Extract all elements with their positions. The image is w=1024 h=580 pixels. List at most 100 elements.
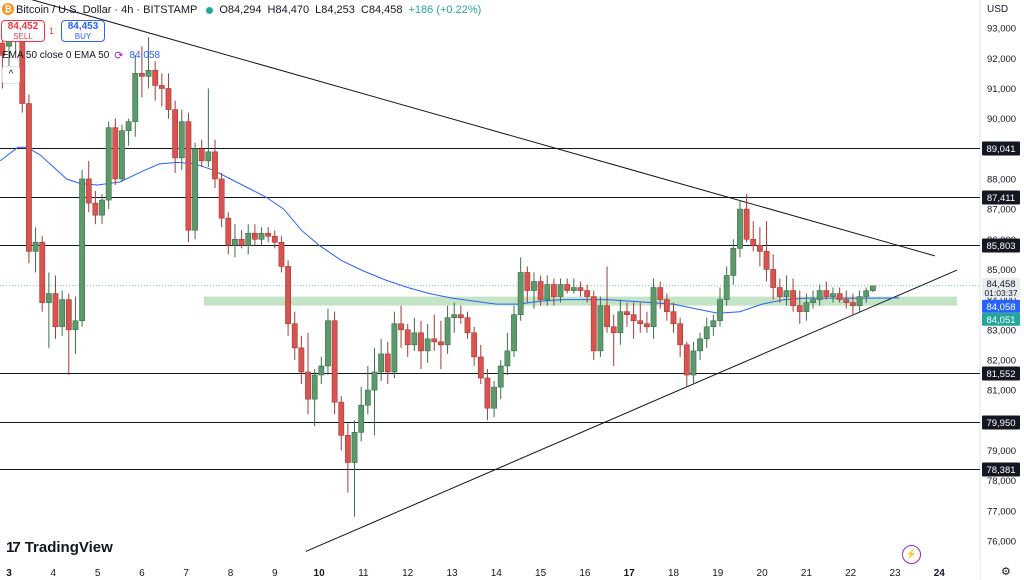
candle-47 [311,368,318,427]
candle-24 [158,73,165,107]
candle-57 [378,338,385,382]
candle-body-106 [703,326,710,340]
candle-body-64 [424,338,431,352]
candle-85 [564,278,571,294]
candle-body-32 [212,151,218,180]
support-zone [203,296,958,306]
candle-75 [497,359,504,400]
y-tick-5: 81,000 [987,386,1016,397]
candle-119 [790,278,797,312]
candle-body-109 [723,275,730,300]
x-tick-1: 4 [51,568,57,579]
level-label-0: 89,041 [986,144,1015,155]
candle-121 [803,293,810,321]
candle-37 [245,224,252,255]
candle-83 [550,278,557,306]
candle-34 [225,212,232,255]
candle-body-100 [663,299,670,312]
candle-body-43 [285,266,291,325]
candle-44 [291,311,298,360]
candle-130 [863,287,870,303]
candle-46 [305,332,311,415]
candle-103 [683,341,690,388]
candle-62 [411,317,418,351]
candle-123 [816,284,823,306]
candle-body-85 [564,284,571,291]
candle-112 [743,194,750,243]
candle-body-103 [683,344,690,376]
candle-29 [192,142,198,240]
cycle-icon[interactable]: ⟳ [114,50,124,62]
candle-25 [165,73,172,119]
candle-10 [65,293,72,376]
candle-body-93 [617,311,624,334]
candle-19 [125,118,132,146]
candle-90 [597,296,604,357]
current-price-label-bg [982,277,1020,298]
candle-body-116 [770,269,777,288]
candle-body-8 [52,293,59,328]
tradingview-logo[interactable]: 17 TradingView [6,539,113,556]
x-tick-19: 22 [845,568,857,579]
candle-115 [763,221,770,282]
candle-108 [717,287,723,327]
candle-body-80 [531,281,537,291]
candle-82 [544,275,551,306]
x-tick-11: 14 [491,568,503,579]
price-axis-labels: 89,041 87,411 85,803 81,552 79,950 78,381 84,4… [982,141,1020,477]
level-label-bg-4 [982,415,1020,430]
settings-gear-icon[interactable]: ⚙ [1001,566,1011,578]
candle-95 [630,302,637,339]
candle-body-126 [836,293,843,300]
candle-body-47 [311,374,318,400]
candle-70 [464,311,471,339]
tradingview-mark-icon: 17 [6,539,21,556]
candle-body-113 [750,238,757,246]
candle-body-38 [251,232,258,240]
candle-26 [172,100,179,173]
candle-100 [663,293,670,321]
level-label-bg-2 [982,238,1020,253]
candle-body-18 [119,130,125,180]
bitcoin-icon: ₿ [2,3,14,15]
y-tick-3: 79,000 [987,446,1016,457]
candle-6 [39,236,46,312]
candle-body-66 [438,341,444,346]
sell-button[interactable]: 84,452 SELL [1,20,45,42]
y-tick-6: 82,000 [987,355,1016,366]
candle-body-114 [756,245,763,252]
candle-14 [92,191,99,225]
ema-legend[interactable]: EMA 50 close 0 EMA 50 ⟳ 84,058 [2,49,160,62]
brand-name: TradingView [24,539,113,556]
candle-96 [637,302,644,333]
candle-body-0 [0,42,6,56]
x-tick-6: 9 [272,568,278,579]
x-tick-9: 12 [402,568,414,579]
candle-body-51 [338,401,345,436]
candle-42 [278,236,285,273]
candle-54 [358,387,365,442]
countdown-label: 01:03:37 [984,288,1017,298]
spread-value: 1 [49,26,55,36]
candle-84 [557,278,564,303]
collapse-legend-button[interactable]: ^ [2,66,20,84]
candle-body-95 [630,314,637,322]
x-tick-10: 13 [446,568,458,579]
currency-label[interactable]: USD [987,4,1008,15]
candle-body-11 [72,320,79,331]
candle-body-7 [45,293,52,303]
candle-80 [531,272,537,309]
candle-body-13 [85,178,92,204]
buy-button[interactable]: 84,453 BUY [61,20,105,42]
time-axis[interactable] [0,560,980,580]
candle-body-125 [830,293,836,297]
candle-body-94 [624,311,630,315]
candle-56 [371,347,378,436]
symbol-title[interactable]: Bitcoin / U.S. Dollar · 4h · BITSTAMP [16,4,198,16]
trendlines-layer [31,0,958,552]
replay-icon[interactable]: ⚡ [902,545,921,564]
x-tick-12: 15 [535,568,547,579]
candle-41 [271,230,278,249]
current-price-label: 84,458 [986,279,1015,290]
